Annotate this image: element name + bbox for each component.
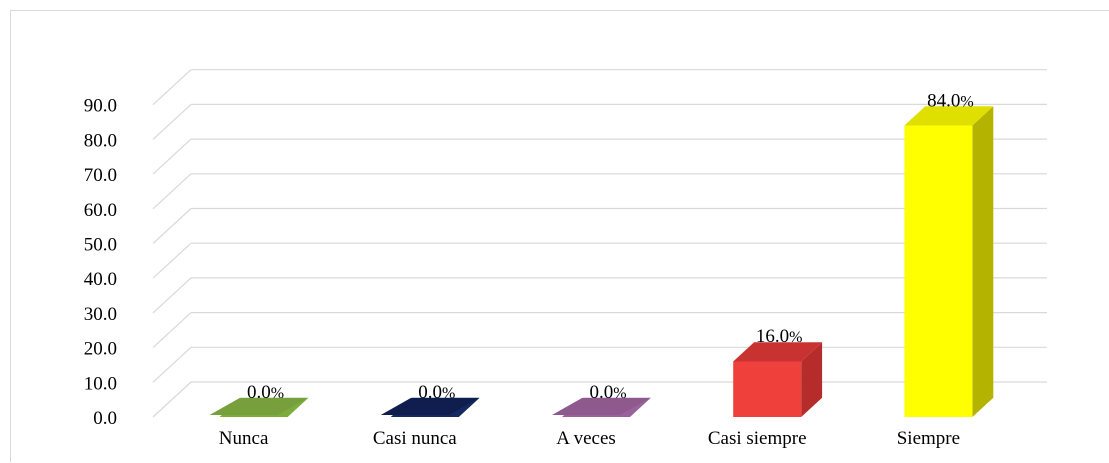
bar-front xyxy=(904,125,973,418)
y-tick-label: 80.0 xyxy=(84,130,117,151)
gridline-diagonal xyxy=(152,277,192,314)
gridline-diagonal xyxy=(152,346,192,383)
data-label-nunca: 0.0% xyxy=(247,382,284,403)
bar-casi-nunca xyxy=(380,397,480,417)
y-tick-label: 0.0 xyxy=(93,408,117,429)
gridline-diagonal xyxy=(152,242,192,279)
gridline-diagonal xyxy=(152,312,192,349)
bar-top xyxy=(733,342,823,362)
category-label-a-veces: A veces xyxy=(556,428,616,449)
bar-chart: 0.010.020.030.040.050.060.070.080.090.0 … xyxy=(84,69,1047,449)
data-label-casi-nunca: 0.0% xyxy=(418,382,455,403)
y-tick-label: 90.0 xyxy=(84,96,117,117)
bar-flat xyxy=(380,398,479,415)
bar-side xyxy=(972,106,994,418)
bar-flat xyxy=(552,398,650,415)
bar-front xyxy=(733,361,802,417)
category-label-nunca: Nunca xyxy=(219,428,269,449)
gridline-diagonal xyxy=(152,103,192,140)
bar-siempre xyxy=(904,106,994,418)
chart-area: 0.0 10.0 20.0 30.0 40.0 50.0 60.0 70.0 80.0 90.0 … xyxy=(10,10,1109,462)
data-label-a-veces: 0.0% xyxy=(589,382,626,403)
gridline-diagonal xyxy=(152,138,192,175)
bars xyxy=(209,106,994,418)
bar-a-veces xyxy=(552,397,651,417)
x-axis-categories: Nunca Casi nunca A veces Casi siempre Siempr… xyxy=(219,428,960,449)
bar-flat xyxy=(209,398,308,415)
y-tick-label: 70.0 xyxy=(84,165,117,186)
bar-casi-siempre xyxy=(733,342,823,417)
y-tick-label: 30.0 xyxy=(84,304,117,325)
y-tick-label: 40.0 xyxy=(84,269,117,290)
y-tick-label: 20.0 xyxy=(84,339,117,360)
category-label-siempre: Siempre xyxy=(897,428,960,449)
gridline-diagonal xyxy=(152,208,192,244)
category-label-casi-nunca: Casi nunca xyxy=(373,428,457,449)
y-tick-label: 50.0 xyxy=(84,235,117,256)
gridline-diagonal xyxy=(152,173,192,210)
data-label-casi-siempre: 16.0% xyxy=(756,326,803,347)
bar-nunca xyxy=(209,397,309,417)
data-labels: 0.0% 0.0% 0.0% 16.0% 84.0% xyxy=(247,90,974,403)
gridline-diagonal xyxy=(152,381,192,418)
gridline-diagonal xyxy=(152,69,192,106)
y-tick-label: 60.0 xyxy=(84,200,117,221)
data-label-siempre: 84.0% xyxy=(927,90,974,111)
bar-top xyxy=(904,106,994,126)
category-label-casi-siempre: Casi siempre xyxy=(708,428,807,449)
gridlines xyxy=(152,69,1047,418)
y-axis-ticks: 0.0 10.0 20.0 30.0 40.0 50.0 60.0 70.0 80.0 90.0 xyxy=(84,96,117,429)
y-tick-label: 10.0 xyxy=(84,373,117,394)
bar-side xyxy=(801,342,823,417)
